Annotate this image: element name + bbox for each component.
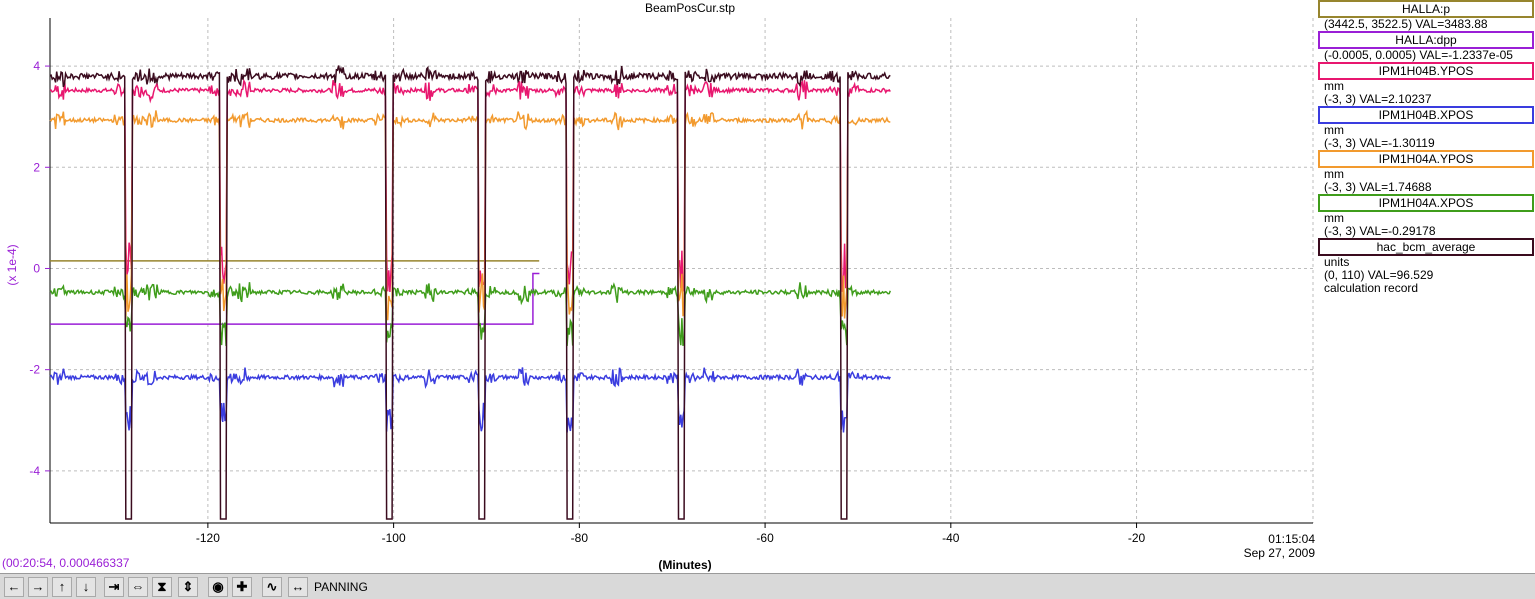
x-tick-label: -120 — [196, 531, 220, 545]
legend-entry-name[interactable]: hac_bcm_average — [1318, 238, 1534, 256]
arrow-up-button[interactable]: ↑ — [52, 577, 72, 597]
legend-entry-detail: (-3, 3) VAL=2.10237 — [1324, 92, 1432, 106]
series-layer — [49, 65, 891, 520]
mode-label: PANNING — [314, 580, 368, 594]
toolbar: PANNING ← → ↑ ↓ ⇥ ⇔ ⧗ ⇕ ◉ ✚ ∿ ↔ — [0, 573, 1535, 599]
legend-entry-name[interactable]: IPM1H04B.YPOS — [1318, 62, 1534, 80]
legend-entry-name[interactable]: HALLA:p — [1318, 0, 1534, 18]
series-line-ipm1h04b-ypos — [49, 78, 891, 292]
arrow-down-button[interactable]: ↓ — [76, 577, 96, 597]
legend-entry-name[interactable]: HALLA:dpp — [1318, 31, 1534, 49]
pan-icon: ↔ — [291, 579, 305, 594]
arrow-left-button[interactable]: ← — [4, 577, 24, 597]
compress-vertical-icon: ⧗ — [157, 579, 167, 594]
legend-entry-detail: (-3, 3) VAL=1.74688 — [1324, 180, 1432, 194]
expand-vertical-button[interactable]: ⇕ — [178, 577, 198, 597]
series-line-ipm1h04a-ypos — [49, 109, 891, 321]
arrow-down-icon: ↓ — [82, 579, 90, 594]
compress-vertical-button[interactable]: ⧗ — [152, 577, 172, 597]
legend-entry-detail: calculation record — [1324, 281, 1419, 295]
y-tick-label: 2 — [33, 160, 40, 174]
legend-entry-name[interactable]: IPM1H04A.YPOS — [1318, 150, 1534, 168]
legend: HALLA:p (3442.5, 3522.5) VAL=3483.88 HALLA… — [1318, 0, 1535, 295]
y-tick-label: -2 — [29, 363, 40, 377]
series-line-hac-bcm-average — [49, 65, 891, 520]
y-tick-label: -4 — [29, 464, 40, 478]
x-tick-label: -80 — [571, 531, 589, 545]
cursor-readout: (00:20:54, 0.000466337 — [2, 556, 130, 570]
y-tick-label: 0 — [33, 261, 40, 275]
arrow-left-icon: ← — [7, 579, 21, 594]
end-date-label: Sep 27, 2009 — [1243, 546, 1315, 560]
arrow-right-icon: → — [31, 579, 45, 594]
zoom-reset-icon: ◉ — [212, 579, 224, 594]
legend-entry-detail: (0, 110) VAL=96.529 — [1324, 268, 1434, 282]
autoscale-button[interactable]: ∿ — [262, 577, 282, 597]
arrow-right-button[interactable]: → — [28, 577, 48, 597]
x-tick-label: -40 — [942, 531, 960, 545]
series-line-halla-dpp — [50, 272, 540, 325]
x-axis-label: (Minutes) — [658, 558, 712, 572]
add-button[interactable]: ✚ — [232, 577, 252, 597]
legend-entry-detail: mm — [1324, 79, 1344, 93]
legend-entry-detail: (3442.5, 3522.5) VAL=3483.88 — [1324, 17, 1488, 31]
autoscale-icon: ∿ — [266, 579, 278, 594]
chart-plot-area[interactable]: -120 -100 -80 -60 -40 -20 4 2 0 -2 -4 — [0, 0, 1535, 572]
zoom-reset-button[interactable]: ◉ — [208, 577, 228, 597]
legend-entry-detail: mm — [1324, 123, 1344, 137]
expand-horizontal-button[interactable]: ⇔ — [128, 577, 148, 597]
legend-entry-name[interactable]: IPM1H04A.XPOS — [1318, 194, 1534, 212]
expand-vertical-icon: ⇕ — [182, 579, 194, 594]
arrow-up-icon: ↑ — [58, 579, 66, 594]
legend-entry-name[interactable]: IPM1H04B.XPOS — [1318, 106, 1534, 124]
end-time-label: 01:15:04 — [1268, 532, 1315, 546]
x-tick-label: -60 — [756, 531, 774, 545]
legend-entry-detail: (-3, 3) VAL=-1.30119 — [1324, 136, 1435, 150]
legend-entry-detail: (-3, 3) VAL=-0.29178 — [1324, 224, 1436, 238]
compress-horizontal-icon: ⇥ — [108, 579, 120, 594]
x-tick-label: -100 — [382, 531, 406, 545]
x-tick-label: -20 — [1128, 531, 1146, 545]
y-axis-label: (x 1e-4) — [5, 244, 19, 286]
legend-entry-detail: mm — [1324, 211, 1344, 225]
series-line-ipm1h04a-xpos — [49, 282, 891, 347]
expand-horizontal-icon: ⇔ — [131, 579, 145, 594]
add-icon: ✚ — [236, 579, 248, 594]
y-tick-label: 4 — [33, 59, 40, 73]
legend-entry-detail: units — [1324, 255, 1350, 269]
series-line-ipm1h04b-xpos — [49, 367, 891, 433]
legend-entry-detail: (-0.0005, 0.0005) VAL=-1.2337e-05 — [1324, 48, 1513, 62]
compress-horizontal-button[interactable]: ⇥ — [104, 577, 124, 597]
chart-title: BeamPosCur.stp — [644, 1, 736, 15]
pan-button[interactable]: ↔ — [288, 577, 308, 597]
legend-entry-detail: mm — [1324, 167, 1344, 181]
axes: -120 -100 -80 -60 -40 -20 4 2 0 -2 -4 — [29, 18, 1313, 545]
